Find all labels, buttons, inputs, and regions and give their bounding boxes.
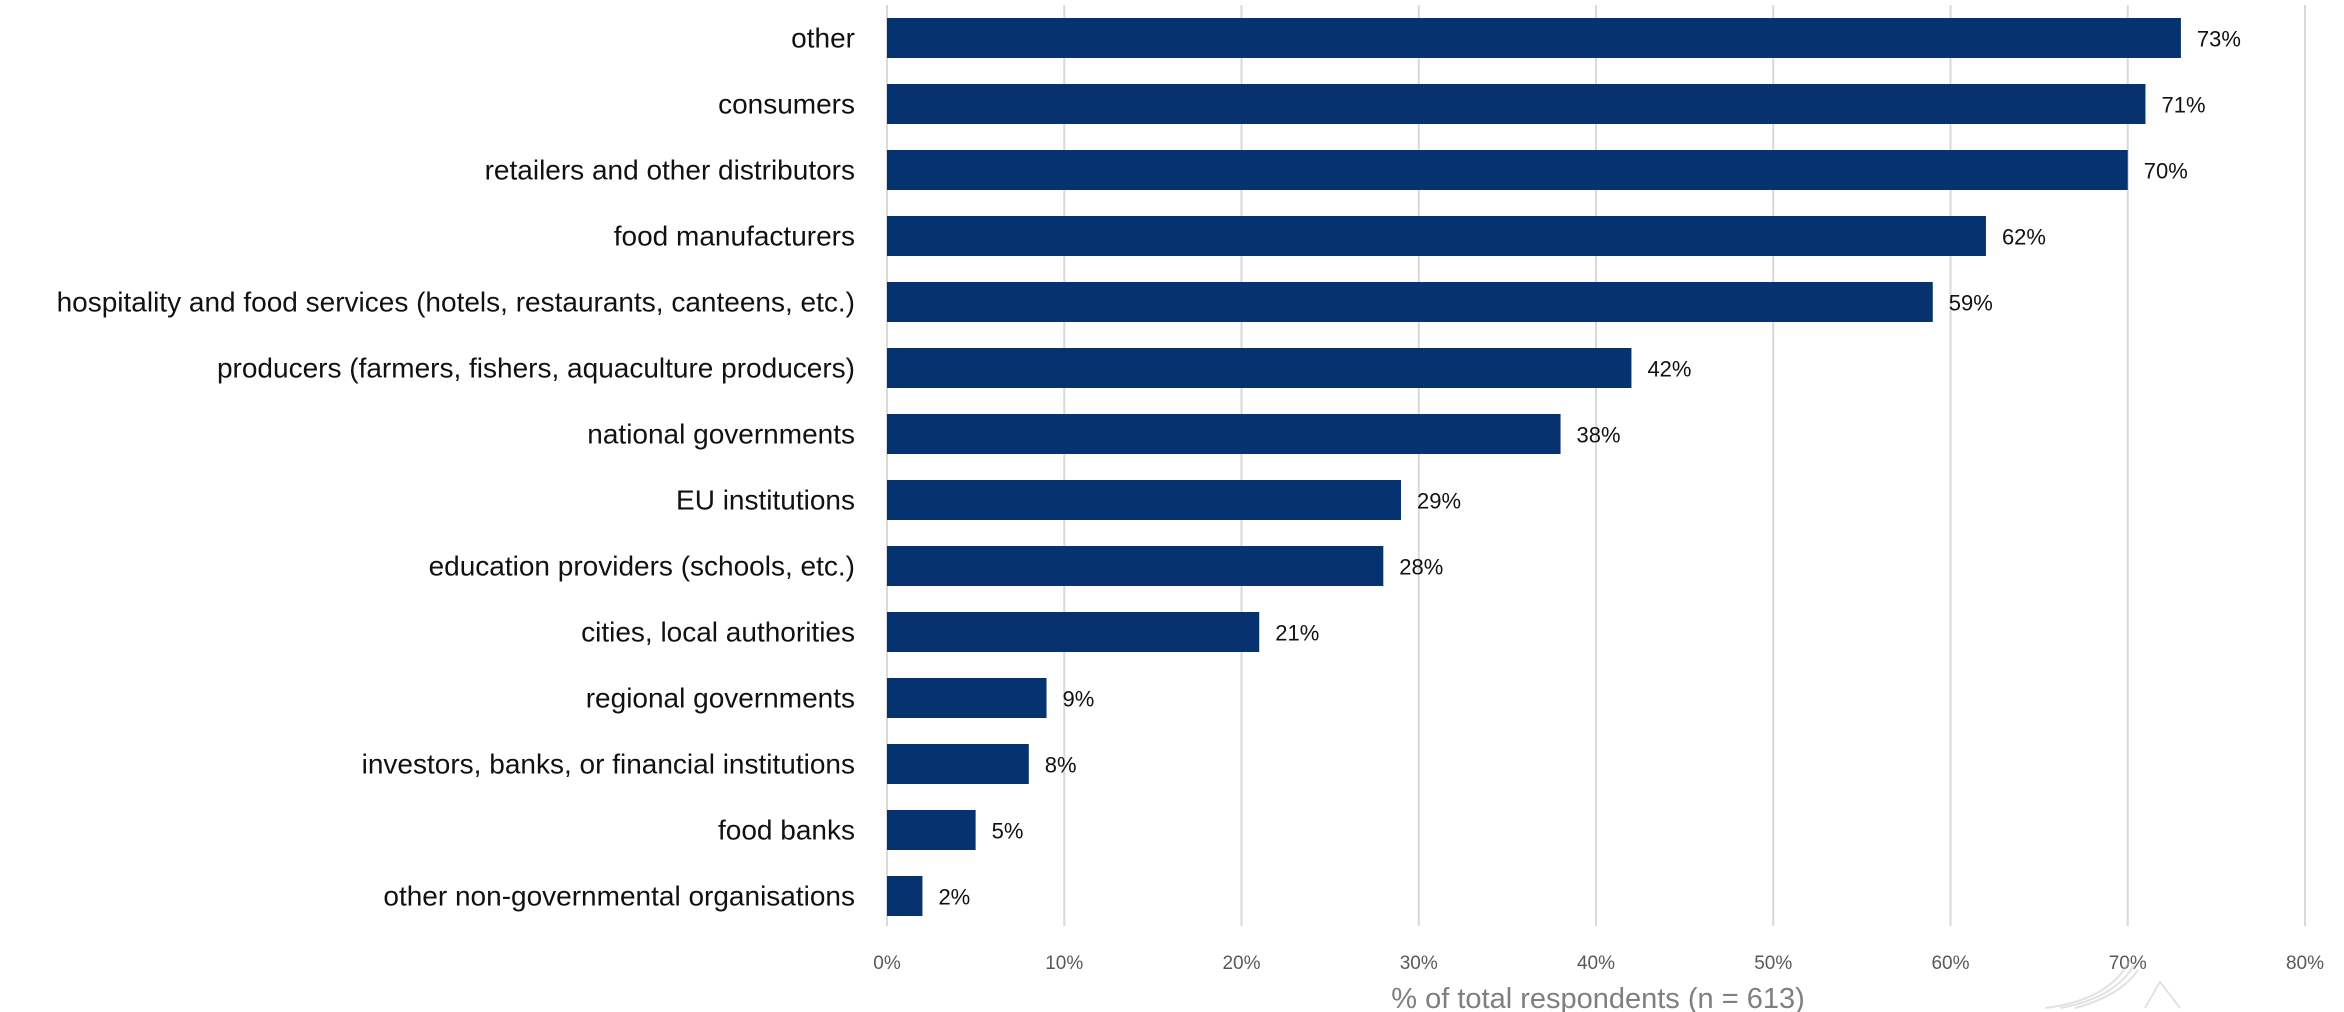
data-label: 2% [938,885,970,910]
data-label: 71% [2161,93,2205,118]
bar [887,84,2146,124]
x-tick-label: 0% [873,953,901,974]
data-label: 38% [1577,423,1621,448]
category-label: investors, banks, or financial instituti… [362,749,855,780]
data-label: 70% [2144,159,2188,184]
data-label: 21% [1275,621,1319,646]
bar [887,216,1986,256]
category-label: education providers (schools, etc.) [429,551,855,582]
x-tick-label: 20% [1222,953,1260,974]
bar [887,744,1029,784]
category-label: other [791,23,855,54]
category-label: national governments [587,419,855,450]
gridlines [886,5,2306,926]
bar [887,480,1402,520]
category-label: hospitality and food services (hotels, r… [57,287,855,318]
bar [887,150,2128,190]
data-label: 73% [2197,27,2241,52]
data-labels: 73% 71% 70% 62% 59% 42% 38% 29% 28% 21% 9% 8% 5% 2% [938,27,2241,910]
bar [887,348,1632,388]
category-label: food banks [718,815,855,846]
bar [887,546,1384,586]
x-tick-label: 40% [1577,953,1615,974]
bar [887,810,976,850]
category-label: consumers [718,89,855,120]
data-label: 59% [1949,291,1993,316]
bar [887,414,1561,454]
data-label: 29% [1417,489,1461,514]
x-tick-label: 80% [2286,953,2324,974]
bar [887,18,2181,58]
data-label: 42% [1647,357,1691,382]
x-tick-label: 60% [1931,953,1969,974]
x-tick-label: 70% [2109,953,2147,974]
data-label: 9% [1063,687,1095,712]
data-label: 8% [1045,753,1077,778]
category-label: EU institutions [676,485,855,516]
bar [887,678,1047,718]
data-label: 5% [992,819,1024,844]
data-label: 28% [1399,555,1443,580]
category-label: cities, local authorities [581,617,855,648]
x-tick-label: 10% [1045,953,1083,974]
category-label: retailers and other distributors [485,155,855,186]
bars [887,18,2181,916]
x-tick-label: 50% [1754,953,1792,974]
x-tick-labels: 0% 10% 20% 30% 40% 50% 60% 70% 80% [873,953,2324,974]
watermark-logo [2044,959,2181,1009]
x-tick-label: 30% [1400,953,1438,974]
data-label: 62% [2002,225,2046,250]
bar [887,282,1933,322]
category-label: regional governments [586,683,855,714]
category-label: food manufacturers [614,221,855,252]
category-label: other non-governmental organisations [383,881,855,912]
category-label: producers (farmers, fishers, aquaculture… [217,353,855,384]
category-labels: other consumers retailers and other distri… [57,23,855,912]
bar [887,612,1260,652]
bar [887,876,923,916]
x-axis-title: % of total respondents (n = 613) [1391,983,1805,1012]
